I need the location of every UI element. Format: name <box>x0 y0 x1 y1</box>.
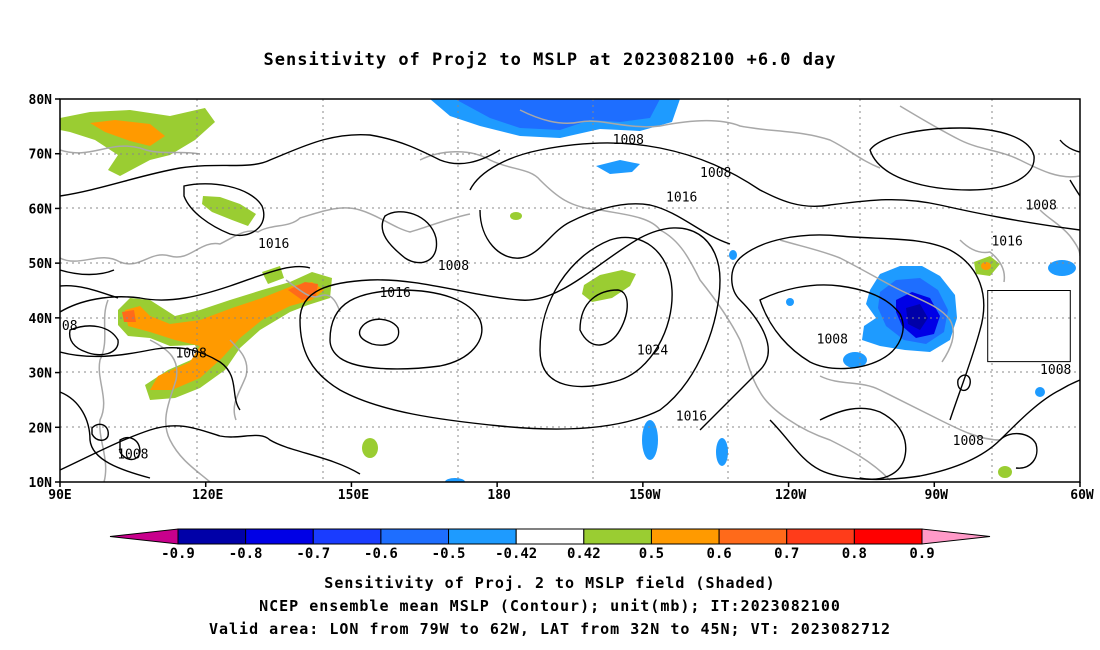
lat-tick-label: 80N <box>29 93 53 108</box>
caption-contour: NCEP ensemble mean MSLP (Contour); unit(… <box>259 597 841 615</box>
latitude-axis: 80N 70N 60N 50N 40N 30N 20N 10N <box>29 93 60 491</box>
colorbar-swatch <box>583 528 652 545</box>
contour-label: 1008 <box>1040 363 1071 378</box>
shade-negative-bering <box>596 160 640 174</box>
shade-negative-pacific-s2 <box>716 438 728 466</box>
contour-label: 1008 <box>817 333 848 348</box>
shade-negative-west-us <box>729 250 737 260</box>
colorbar-label: -0.5 <box>432 546 466 562</box>
colorbar-swatch <box>853 528 923 545</box>
shade-positive-alaska <box>510 212 522 220</box>
coastlines <box>60 105 1080 482</box>
shade-negative-eastus-center <box>906 304 928 330</box>
shade-negative-atlantic-e <box>1048 260 1076 276</box>
lat-tick-label: 60N <box>29 202 53 217</box>
colorbar-label: -0.6 <box>364 546 398 562</box>
colorbar-label: 0.42 <box>567 546 601 562</box>
shade-positive-newfoundland-core <box>981 262 991 270</box>
colorbar-swatch <box>177 528 247 545</box>
colorbar-swatch <box>650 528 720 545</box>
colorbar-swatch <box>448 528 517 545</box>
colorbar-label: -0.9 <box>161 546 195 562</box>
colorbar-label: 0.5 <box>639 546 664 562</box>
contour-label: 1008 <box>175 346 206 361</box>
contour-label: 1024 <box>637 344 668 359</box>
colorbar-label: 0.7 <box>774 546 799 562</box>
contour-label: 08 <box>62 319 78 334</box>
lon-tick-label: 180 <box>487 488 511 503</box>
shade-negative-us-small <box>786 298 794 306</box>
shade-positive-eastasia-core <box>125 282 324 390</box>
lat-lon-grid <box>60 99 1080 482</box>
colorbar-swatch <box>515 528 585 545</box>
colorbar-low-arrow <box>109 528 179 545</box>
colorbar-label: 0.6 <box>706 546 731 562</box>
shade-positive-atlantic-small <box>998 466 1012 478</box>
shade-negative-arctic-core <box>455 99 660 130</box>
contour-label: 1008 <box>953 434 984 449</box>
colorbar-swatch <box>245 528 314 545</box>
colorbar-label: -0.7 <box>296 546 330 562</box>
contour-label: 1016 <box>258 237 289 252</box>
colorbar-label: 0.9 <box>909 546 934 562</box>
lon-tick-label: 120W <box>775 488 806 503</box>
map-title: Sensitivity of Proj2 to MSLP at 20230821… <box>263 50 837 70</box>
colorbar-swatch <box>786 528 855 545</box>
colorbar-swatch <box>312 528 382 545</box>
shade-positive-arctic-west-core <box>90 120 165 146</box>
shade-positive-kamchatka <box>262 266 284 284</box>
lon-tick-label: 150E <box>338 488 369 503</box>
contour-label: 1016 <box>379 286 410 301</box>
shade-negative-gulf <box>843 352 867 368</box>
colorbar-swatch <box>718 528 788 545</box>
colorbar-label: 0.8 <box>842 546 867 562</box>
lat-tick-label: 10N <box>29 476 53 491</box>
shade-negative-atlantic-s <box>1035 387 1045 397</box>
lon-tick-label: 60W <box>1070 488 1094 503</box>
caption-shaded: Sensitivity of Proj. 2 to MSLP field (Sh… <box>324 574 776 592</box>
colorbar: -0.9 -0.8 -0.7 -0.6 -0.5 -0.42 0.42 0.5 0.6 0.7 0.… <box>109 528 991 562</box>
colorbar-high-arrow <box>921 528 991 545</box>
lat-tick-label: 50N <box>29 257 53 272</box>
lat-tick-label: 20N <box>29 421 53 436</box>
contour-label: 1008 <box>117 448 148 463</box>
lat-tick-label: 40N <box>29 312 53 327</box>
contour-label: 1008 <box>1025 199 1056 214</box>
lon-tick-label: 90E <box>48 488 71 503</box>
lat-tick-label: 30N <box>29 367 53 382</box>
contour-label: 1016 <box>991 234 1022 249</box>
valid-area-box <box>987 290 1071 363</box>
shade-positive-china-spot <box>122 310 136 322</box>
lon-tick-label: 150W <box>629 488 660 503</box>
mslp-contours <box>60 127 1080 481</box>
colorbar-swatch <box>380 528 450 545</box>
colorbar-label: -0.42 <box>495 546 537 562</box>
shade-positive-midpacific <box>582 270 636 302</box>
colorbar-label: -0.8 <box>229 546 263 562</box>
contour-label: 1016 <box>666 190 697 205</box>
contour-label: 1016 <box>676 409 707 424</box>
contour-label: 1008 <box>700 166 731 181</box>
plot-frame <box>59 98 1081 483</box>
lon-tick-label: 120E <box>192 488 223 503</box>
shade-positive-siberia <box>202 196 256 226</box>
lon-tick-label: 90W <box>925 488 949 503</box>
shaded-sensitivity <box>60 99 1076 482</box>
shade-negative-pacific-s1 <box>642 420 658 460</box>
shade-negative-pacific-s3 <box>445 478 465 482</box>
contour-label: 1008 <box>613 133 644 148</box>
longitude-axis: 90E 120E 150E 180 150W 120W 90W 60W <box>48 482 1094 503</box>
caption-valid-area: Valid area: LON from 79W to 62W, LAT fro… <box>208 620 892 638</box>
shade-positive-tropic <box>362 438 378 458</box>
lat-tick-label: 70N <box>29 148 53 163</box>
contour-label: 1008 <box>438 259 469 274</box>
